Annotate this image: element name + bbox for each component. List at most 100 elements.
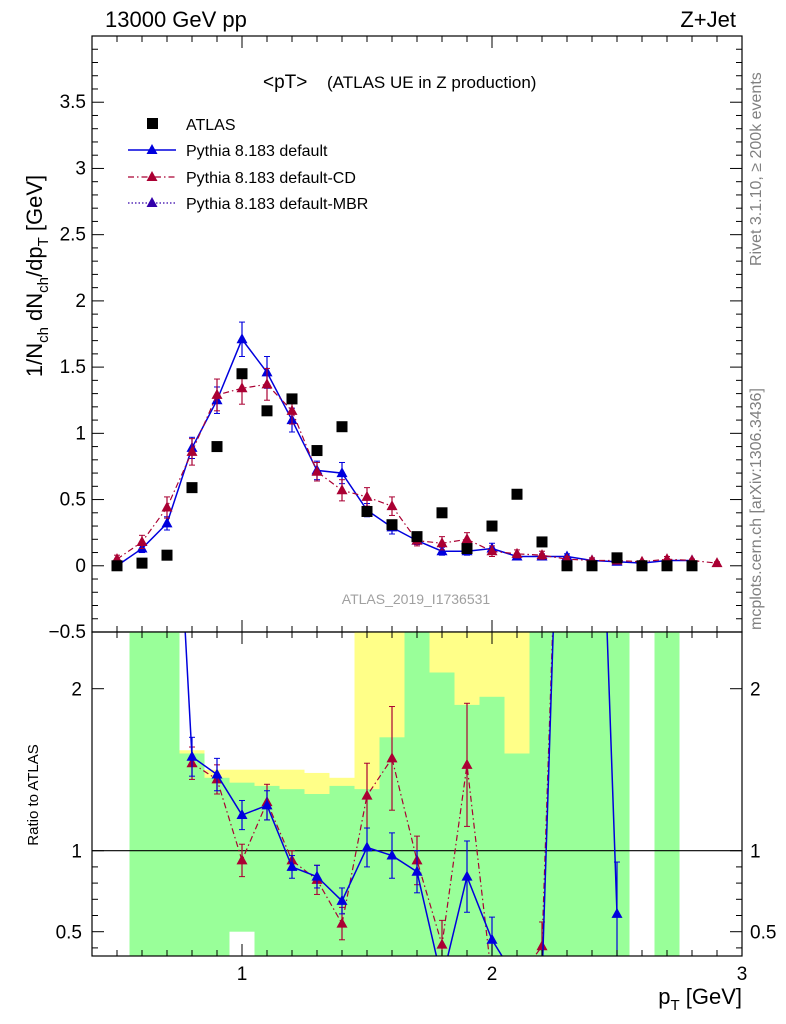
legend-entry-mbr: Pythia 8.183 default-MBR xyxy=(128,196,368,213)
uncertainty-band-green xyxy=(554,632,580,956)
data-point-cd xyxy=(161,501,173,512)
data-point-atlas xyxy=(636,560,648,572)
data-point-atlas xyxy=(561,560,573,572)
y-tick-label: 2.5 xyxy=(60,225,86,246)
ratio-y-tick-label-left: 2 xyxy=(71,680,82,701)
legend-entry-default: Pythia 8.183 default xyxy=(128,143,328,160)
data-point-atlas xyxy=(611,552,623,564)
uncertainty-band-green xyxy=(179,753,205,956)
ratio-point-default xyxy=(411,865,423,876)
ratio-point-cd xyxy=(461,758,473,769)
uncertainty-band-green xyxy=(579,632,605,956)
uncertainty-band-green xyxy=(529,632,555,956)
data-point-cd xyxy=(711,557,723,568)
data-point-atlas xyxy=(486,520,498,532)
y-tick-label: 2 xyxy=(75,291,86,312)
main-plot: −0.5 0 0.5 1 1.5 2 2.5 3 3.5 <pT> (ATLAS UE in Z… xyxy=(22,35,743,643)
data-point-cd xyxy=(286,404,298,415)
process-label: Z+Jet xyxy=(680,7,736,32)
y-label-b-sub: ch xyxy=(35,277,52,293)
y-label-c-sub: T xyxy=(35,237,52,246)
x-label-p: p xyxy=(658,984,670,1009)
uncertainty-band-green xyxy=(129,632,155,956)
ratio-point-default xyxy=(286,860,298,871)
ratio-point-cd xyxy=(536,940,548,951)
legend-label-mbr: Pythia 8.183 default-MBR xyxy=(186,196,368,213)
data-point-atlas xyxy=(311,445,323,457)
ratio-y-tick-label-right: 1 xyxy=(750,842,761,863)
plot-subtitle: (ATLAS UE in Z production) xyxy=(327,73,536,92)
data-point-cd xyxy=(386,500,398,511)
data-point-atlas xyxy=(211,441,223,453)
data-point-cd xyxy=(436,537,448,548)
legend-entry-atlas: ATLAS xyxy=(147,117,236,134)
data-point-cd xyxy=(361,490,373,501)
rivet-label: Rivet 3.1.10, ≥ 200k events xyxy=(748,72,765,266)
data-point-cd xyxy=(211,388,223,399)
y-tick-label: 3.5 xyxy=(60,92,86,113)
ratio-point-cd xyxy=(236,854,248,865)
uncertainty-band-green xyxy=(154,632,180,956)
x-tick-label: 1 xyxy=(237,964,248,985)
ratio-point-cd xyxy=(361,789,373,800)
x-label-rest: [GeV] xyxy=(680,984,742,1009)
ratio-point-default xyxy=(311,870,323,881)
legend-marker-cd xyxy=(146,171,158,181)
ratio-point-default xyxy=(336,894,348,905)
x-tick-label: 3 xyxy=(737,964,748,985)
analysis-watermark: ATLAS_2019_I1736531 xyxy=(342,591,491,607)
data-point-atlas xyxy=(111,560,123,572)
uncertainty-band-green xyxy=(404,632,430,956)
data-point-default xyxy=(236,333,248,344)
ratio-point-cd xyxy=(336,917,348,928)
data-point-atlas xyxy=(236,368,248,380)
data-point-atlas xyxy=(186,482,198,494)
data-point-atlas xyxy=(586,560,598,572)
ratio-point-default xyxy=(236,809,248,820)
data-point-atlas xyxy=(686,560,698,572)
data-point-cd xyxy=(461,533,473,544)
y-tick-label: 1 xyxy=(75,423,86,444)
legend-marker-default xyxy=(146,144,158,154)
y-label-a-sub: ch xyxy=(35,327,52,343)
ratio-y-axis-label: Ratio to ATLAS xyxy=(25,744,42,845)
ratio-y-tick-label-right: 2 xyxy=(750,680,761,701)
y-label-d: [GeV] xyxy=(22,175,47,237)
ratio-point-default xyxy=(211,768,223,779)
ratio-y-tick-label-right: 0.5 xyxy=(750,923,776,944)
data-point-atlas xyxy=(261,405,273,417)
y-tick-label: −0.5 xyxy=(48,622,86,643)
data-point-cd xyxy=(236,382,248,393)
data-point-atlas xyxy=(461,543,473,555)
data-point-cd xyxy=(186,445,198,456)
y-label-a: 1/N xyxy=(22,343,47,377)
data-point-atlas xyxy=(661,560,673,572)
data-point-atlas xyxy=(136,557,148,569)
legend-label-default: Pythia 8.183 default xyxy=(186,143,328,160)
data-point-atlas xyxy=(411,531,423,543)
ratio-point-default xyxy=(186,750,198,761)
ratio-line-cd xyxy=(191,632,554,956)
data-point-atlas xyxy=(386,519,398,531)
mcplots-label: mcplots.cern.ch [arXiv:1306.3436] xyxy=(748,388,765,630)
ratio-plot: 1 2 30.5 0.51 12 2 Ratio to ATLAS pT [GeV] xyxy=(25,631,776,1014)
data-point-cd xyxy=(486,545,498,556)
y-label-c: /dp xyxy=(22,246,47,277)
y-tick-label: 3 xyxy=(75,158,86,179)
data-point-cd xyxy=(511,547,523,558)
data-point-default xyxy=(161,517,173,528)
data-point-default xyxy=(336,467,348,478)
data-point-cd xyxy=(336,484,348,495)
legend-label-cd: Pythia 8.183 default-CD xyxy=(186,170,356,187)
y-tick-label: 1.5 xyxy=(60,357,86,378)
legend-label-atlas: ATLAS xyxy=(186,117,236,134)
ratio-point-default xyxy=(461,870,473,881)
data-point-cd xyxy=(536,549,548,560)
legend-marker-mbr xyxy=(146,197,158,207)
ratio-point-default xyxy=(611,907,623,918)
ratio-point-cd xyxy=(386,752,398,763)
legend-entry-cd: Pythia 8.183 default-CD xyxy=(128,170,356,187)
data-point-atlas xyxy=(161,549,173,561)
y-axis-label: 1/Nch dNch/dpT [GeV] xyxy=(22,175,52,377)
